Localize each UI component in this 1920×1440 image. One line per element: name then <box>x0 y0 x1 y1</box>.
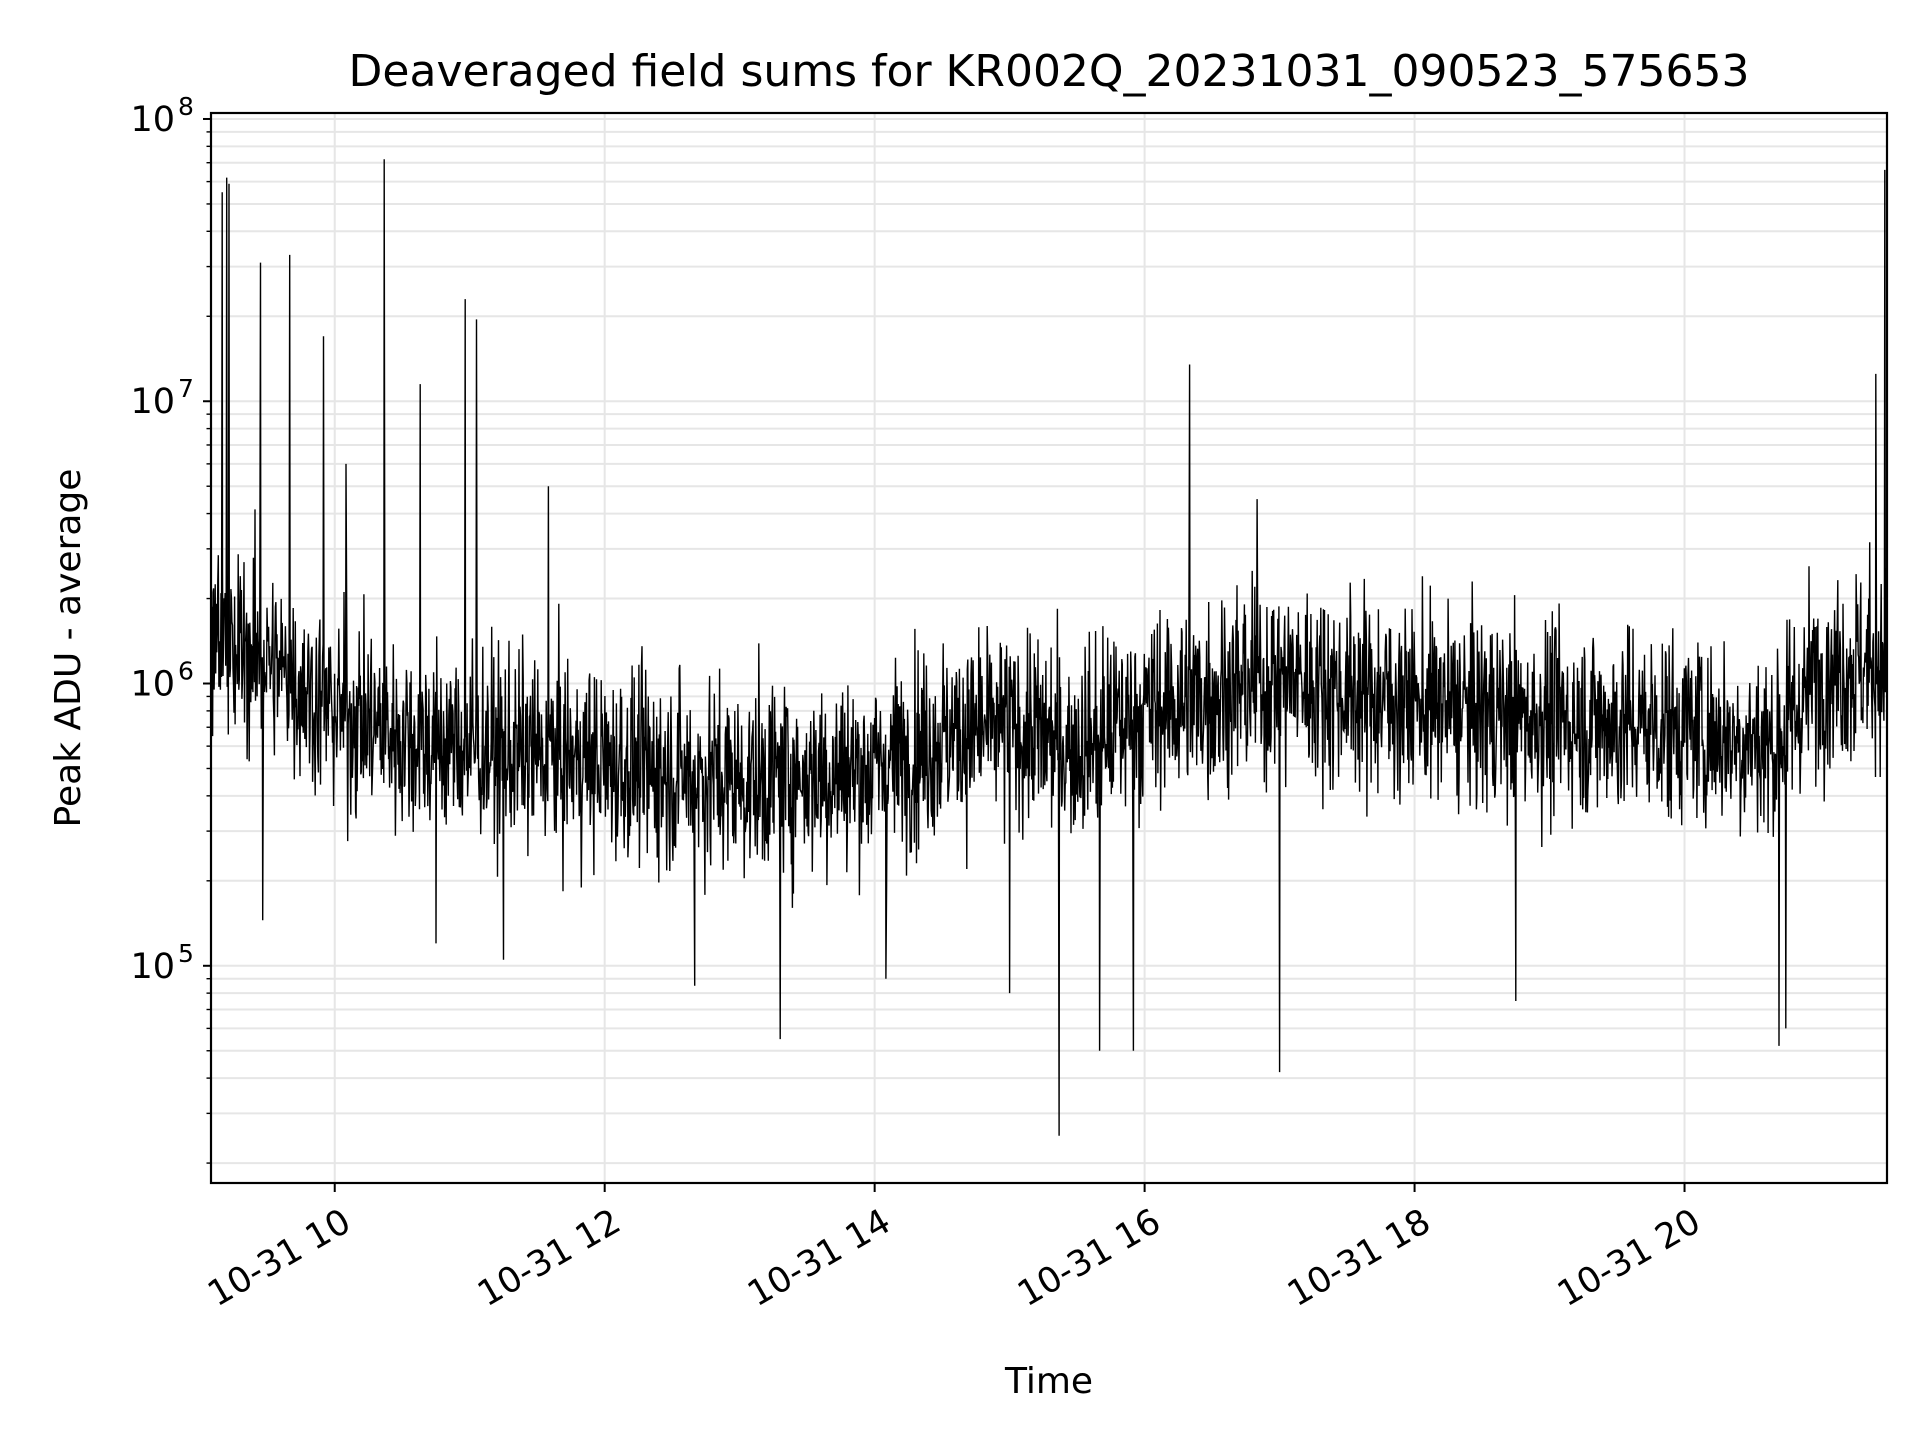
y-axis-label: Peak ADU - average <box>48 469 89 828</box>
y-tick-base: 10 <box>130 382 175 422</box>
y-tick-label: 10 7 <box>130 374 193 422</box>
y-tick-exponent: 6 <box>178 657 194 686</box>
y-tick-label: 10 5 <box>130 939 193 987</box>
data-series <box>210 159 1888 1136</box>
y-tick-exponent: 5 <box>178 939 194 968</box>
y-tick-label: 10 8 <box>130 92 193 140</box>
y-tick-exponent: 7 <box>178 374 194 403</box>
y-tick-base: 10 <box>130 100 175 140</box>
y-tick-base: 10 <box>130 665 175 705</box>
chart-title: Deaveraged field sums for KR002Q_2023103… <box>349 46 1750 97</box>
y-tick-label: 10 6 <box>130 657 193 705</box>
plot-frame <box>209 111 1889 1185</box>
y-tick-exponent: 8 <box>178 92 194 121</box>
x-axis-label: Time <box>1004 1361 1093 1402</box>
grid <box>211 113 1887 1183</box>
y-tick-base: 10 <box>130 947 175 987</box>
series-line <box>210 159 1888 1136</box>
